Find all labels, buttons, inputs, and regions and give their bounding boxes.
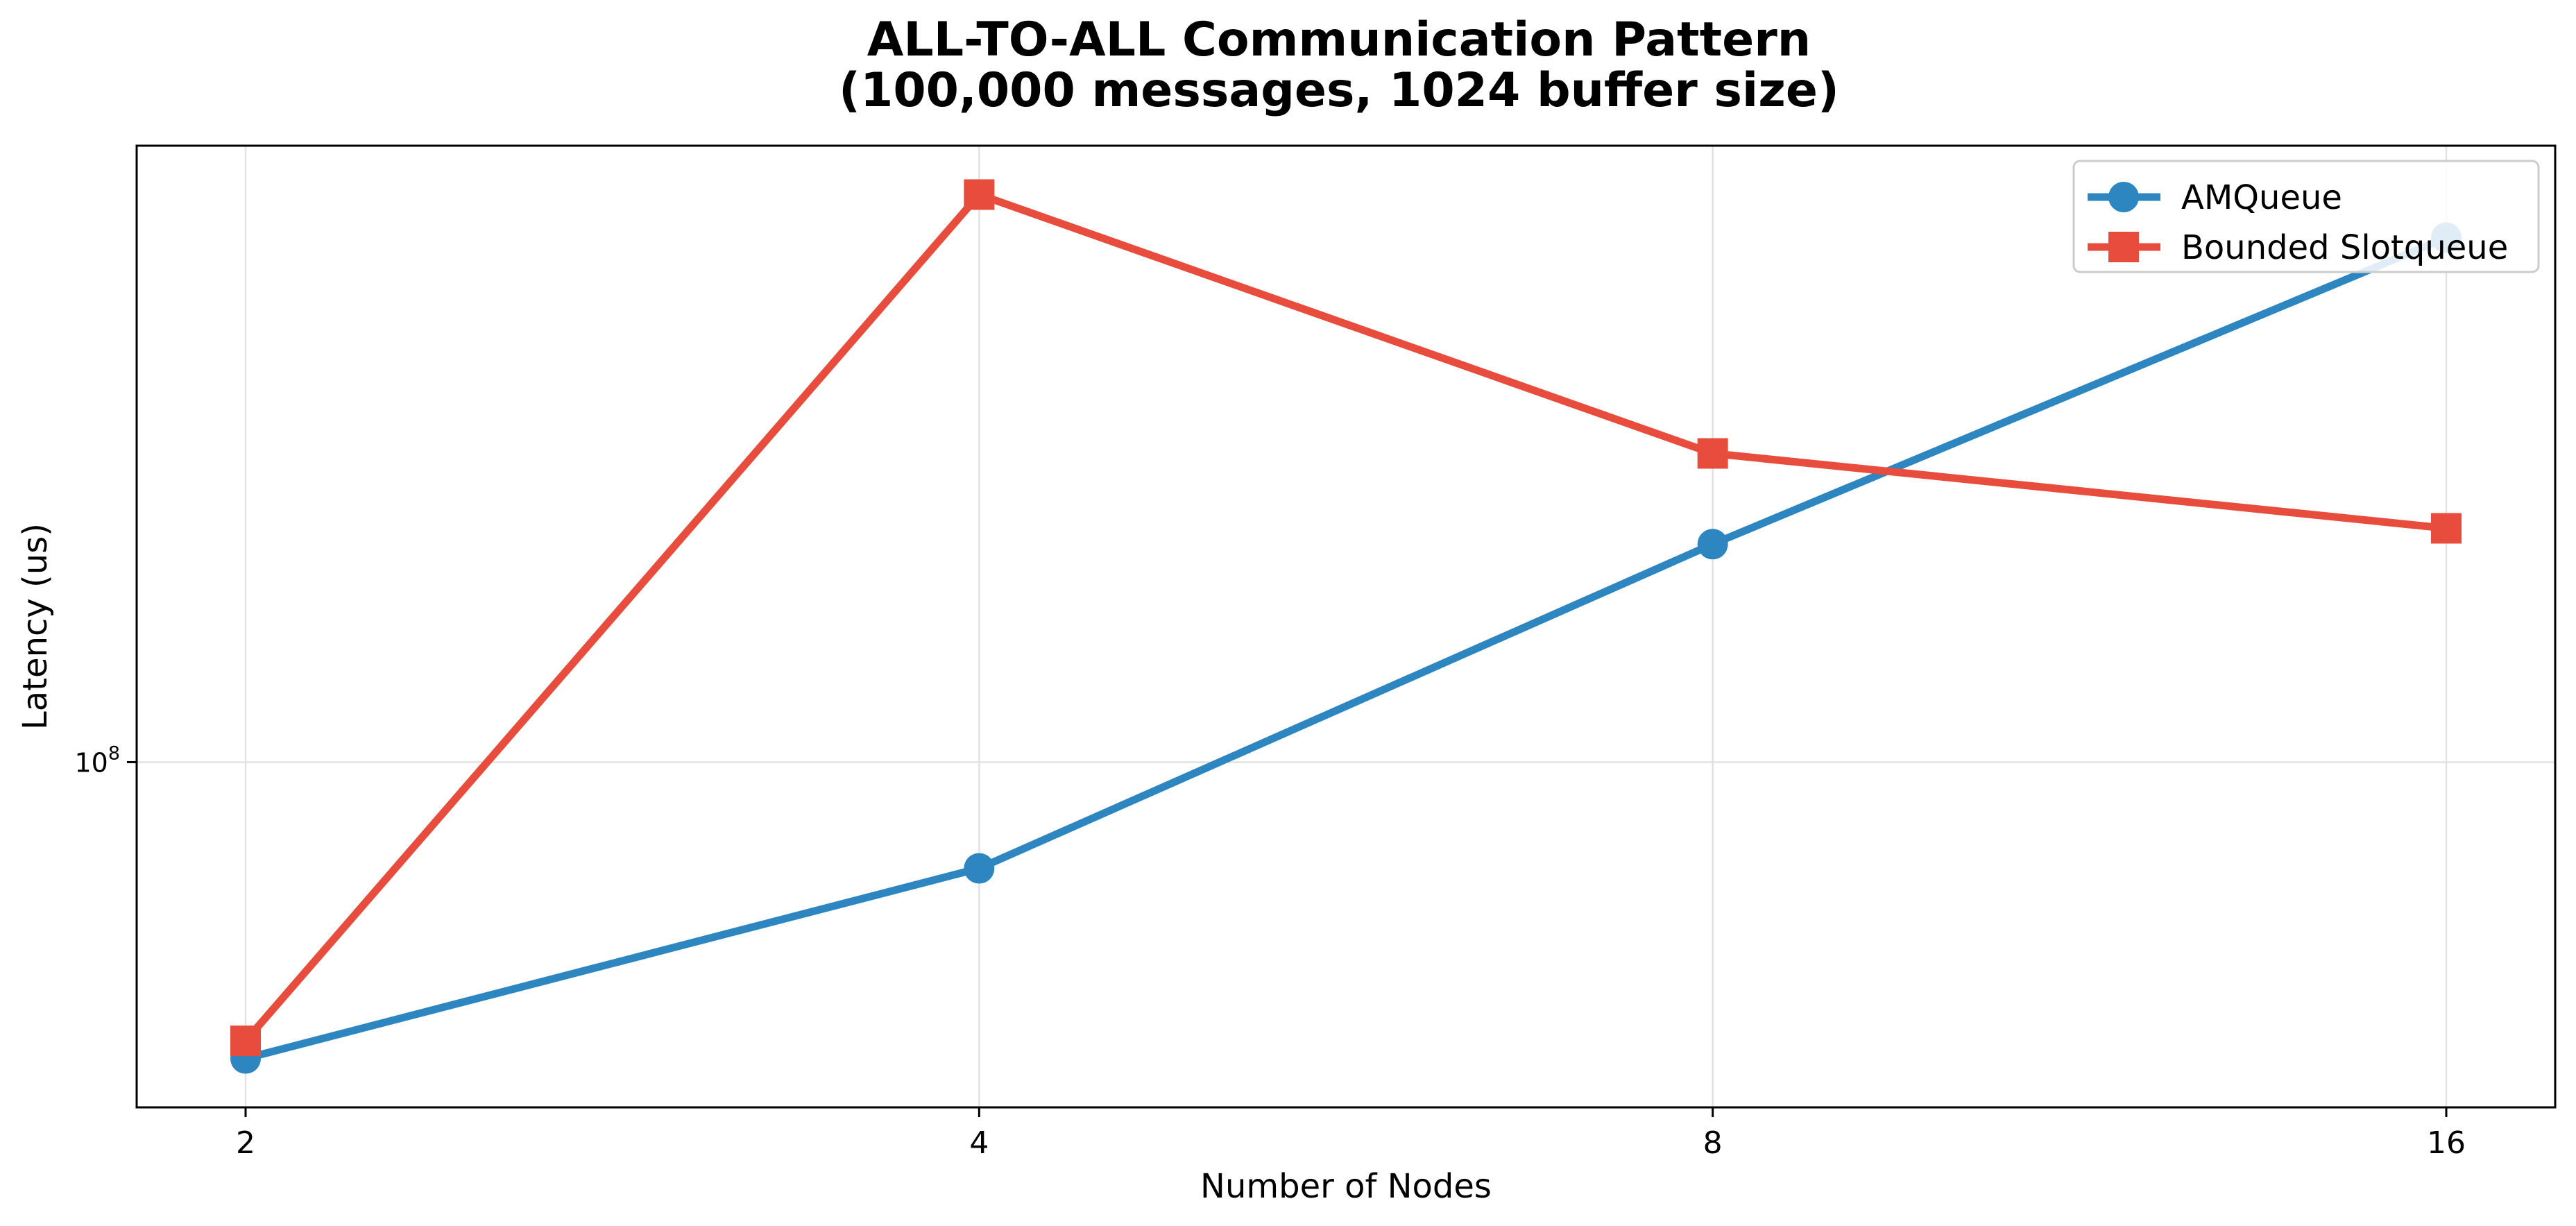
data-point-amqueue — [964, 853, 995, 884]
x-tick-label: 2 — [236, 1125, 255, 1161]
legend-label: Bounded Slotqueue — [2181, 228, 2508, 267]
grid — [137, 146, 2555, 1107]
chart-title-line-2: (100,000 messages, 1024 buffer size) — [839, 63, 1839, 118]
legend: AMQueue Bounded Slotqueue — [2072, 160, 2540, 273]
data-point-bounded-slotqueue — [1697, 438, 1728, 469]
x-tick-label: 8 — [1703, 1125, 1723, 1161]
y-axis-label: Latency (us) — [16, 523, 55, 730]
y-axis: 108 — [74, 742, 137, 778]
data-point-bounded-slotqueue — [2431, 513, 2462, 544]
data-point-amqueue — [1697, 529, 1728, 560]
legend-entry-bounded-slotqueue: Bounded Slotqueue — [2088, 228, 2508, 267]
series-layer — [230, 179, 2462, 1074]
x-tick-label: 4 — [969, 1125, 989, 1161]
plot-area — [135, 144, 2557, 1109]
data-point-bounded-slotqueue — [964, 179, 995, 210]
chart-title-line-1: ALL-TO-ALL Communication Pattern — [867, 12, 1811, 67]
legend-box — [2072, 160, 2540, 273]
y-tick-label: 108 — [74, 742, 120, 778]
legend-marker — [2108, 182, 2139, 212]
chart-title: ALL-TO-ALL Communication Pattern (100,00… — [839, 12, 1839, 118]
x-axis: 2 4 8 16 — [236, 1107, 2466, 1161]
legend-marker — [2108, 232, 2139, 262]
data-point-bounded-slotqueue — [230, 1025, 261, 1057]
series-line-bounded-slotqueue — [242, 190, 2447, 1044]
legend-label: AMQueue — [2181, 178, 2342, 217]
series-line-amqueue — [244, 234, 2448, 1062]
legend-entry-amqueue: AMQueue — [2088, 178, 2342, 217]
series-amqueue — [230, 222, 2462, 1074]
series-bounded-slotqueue — [230, 179, 2462, 1057]
x-axis-label: Number of Nodes — [1200, 1167, 1492, 1206]
x-tick-label: 16 — [2427, 1125, 2466, 1161]
